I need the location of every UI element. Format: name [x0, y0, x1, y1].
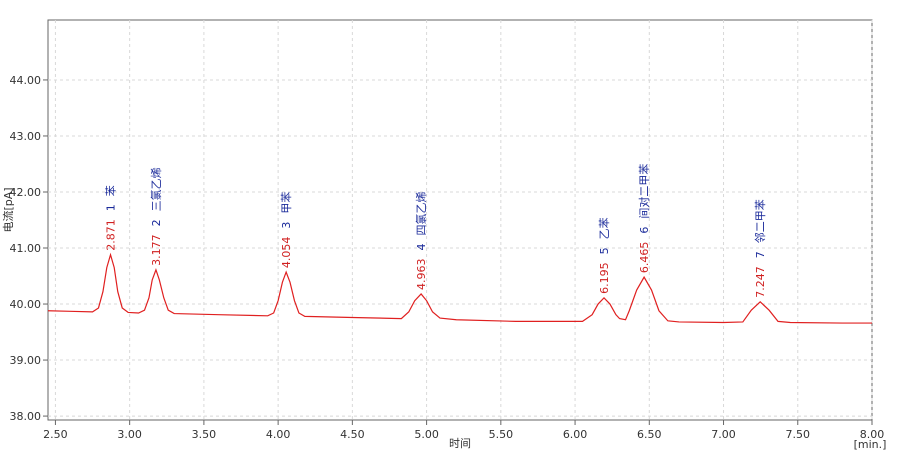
peak-label: 4.963 4 四氯乙烯	[414, 191, 428, 290]
peak-id: 1	[105, 204, 118, 211]
peak-id: 2	[150, 219, 163, 226]
peak-name: 三氯乙烯	[149, 167, 163, 211]
peak-time: 2.871	[105, 219, 118, 251]
x-tick-label: 5.00	[414, 428, 439, 441]
peak-name: 四氯乙烯	[414, 191, 428, 235]
peak-id: 7	[754, 251, 767, 258]
x-tick-label: 8.00	[860, 428, 885, 441]
y-axis-label: 电流[pA]	[1, 187, 15, 232]
peak-name: 苯	[104, 185, 118, 196]
y-tick-label: 38.00	[10, 410, 42, 423]
x-tick-label: 7.00	[711, 428, 736, 441]
peak-time: 3.177	[150, 234, 163, 266]
y-tick-label: 40.00	[10, 298, 42, 311]
peak-name: 乙苯	[597, 217, 611, 239]
x-tick-label: 2.50	[43, 428, 68, 441]
x-tick-label: 5.50	[489, 428, 514, 441]
peak-label: 7.247 7 邻二甲苯	[753, 199, 767, 298]
x-tick-label: 3.50	[192, 428, 217, 441]
x-tick-label: 6.00	[563, 428, 588, 441]
peak-id: 6	[638, 227, 651, 234]
peak-name: 邻二甲苯	[753, 199, 767, 243]
signal-line	[47, 252, 872, 324]
peak-time: 7.247	[754, 266, 767, 298]
y-tick-label: 41.00	[10, 242, 42, 255]
peak-label: 2.871 1 苯	[104, 185, 118, 251]
peak-id: 4	[415, 243, 428, 250]
peak-label: 6.465 6 间对二甲苯	[637, 164, 651, 274]
x-tick-label: 4.00	[266, 428, 291, 441]
x-axis-label: 时间	[449, 437, 471, 450]
y-tick-label: 42.00	[10, 186, 42, 199]
x-tick-label: 3.00	[117, 428, 142, 441]
peak-name: 甲苯	[279, 192, 293, 214]
x-tick-label: 7.50	[786, 428, 811, 441]
peak-label: 3.177 2 三氯乙烯	[149, 167, 163, 266]
peak-label: 6.195 5 乙苯	[597, 217, 611, 294]
peak-time: 6.465	[638, 242, 651, 274]
y-tick-label: 43.00	[10, 130, 42, 143]
plot-area	[47, 19, 873, 421]
y-tick-label: 39.00	[10, 354, 42, 367]
peak-label: 4.054 3 甲苯	[279, 192, 293, 269]
peak-time: 4.054	[280, 237, 293, 269]
peak-id: 3	[280, 222, 293, 229]
x-tick-label: 4.50	[340, 428, 365, 441]
peak-time: 6.195	[598, 262, 611, 294]
x-axis-unit: [min.]	[854, 438, 887, 451]
x-tick-label: 6.50	[637, 428, 662, 441]
peak-id: 5	[598, 247, 611, 254]
peak-name: 间对二甲苯	[637, 164, 651, 219]
peak-time: 4.963	[415, 258, 428, 290]
y-tick-label: 44.00	[10, 74, 42, 87]
